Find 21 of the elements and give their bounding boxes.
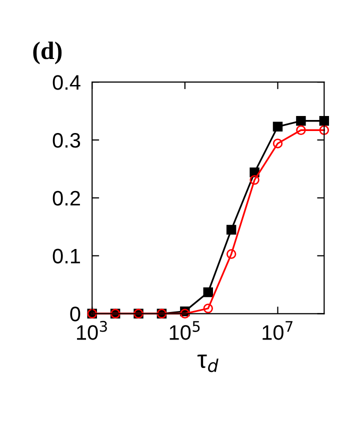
point xyxy=(180,308,190,319)
point xyxy=(296,125,306,136)
chart-title: (d) xyxy=(33,42,62,64)
point xyxy=(203,304,213,314)
point xyxy=(296,116,306,126)
point xyxy=(226,224,236,235)
y-tick-label: 0.3 xyxy=(52,132,80,148)
x-axis-title: τ$_{d}$ xyxy=(197,354,218,372)
point xyxy=(226,249,236,259)
y-tick-label: 0.2 xyxy=(52,190,80,206)
point xyxy=(250,175,260,185)
y-tick-label: 0.1 xyxy=(52,248,80,264)
x-tick-label: 10$^{7}$ xyxy=(262,321,292,340)
point xyxy=(272,138,283,148)
point xyxy=(272,122,283,132)
point xyxy=(319,125,330,136)
x-tick-label: 10$^{3}$ xyxy=(77,320,107,340)
point xyxy=(203,287,213,298)
y-tick-label: 0 xyxy=(70,306,80,322)
y-tick-label: 0.4 xyxy=(52,75,80,90)
x-tick-label: 10$^{5}$ xyxy=(170,321,200,340)
